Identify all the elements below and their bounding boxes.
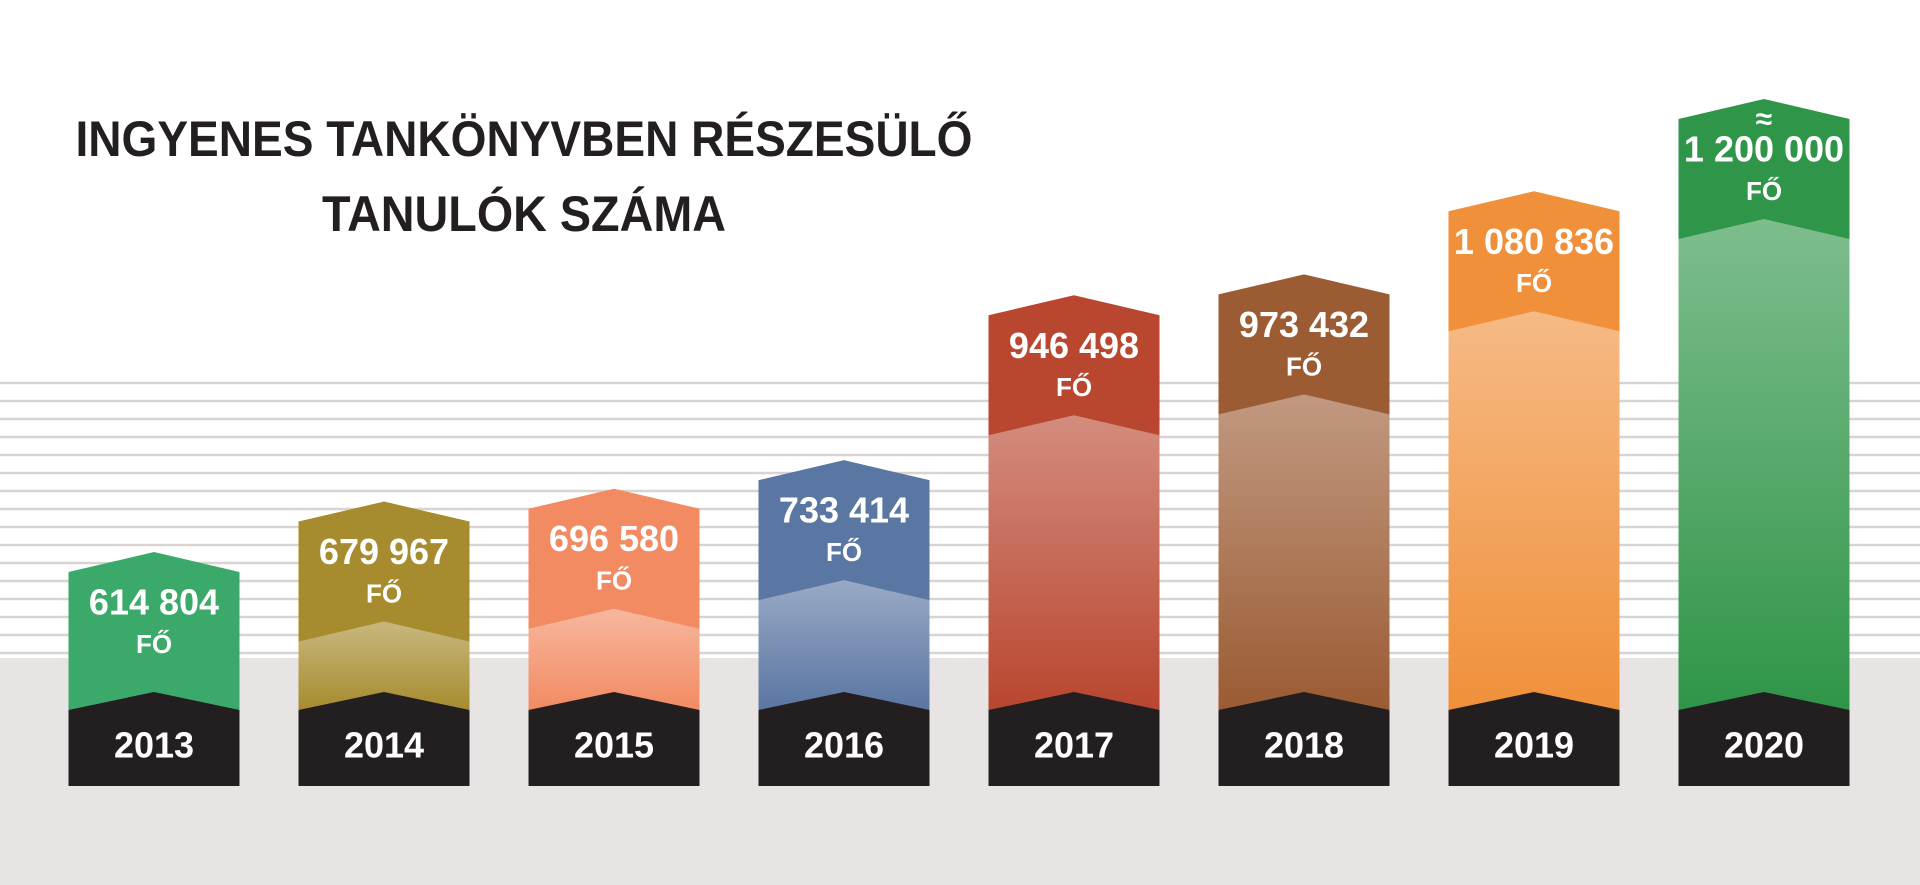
year-block	[758, 692, 930, 786]
value-label: 946 498	[1009, 325, 1139, 366]
value-label: 973 432	[1239, 304, 1369, 345]
unit-label: FŐ	[1286, 351, 1322, 381]
bar-shine	[988, 415, 1160, 710]
unit-label: FŐ	[1056, 372, 1092, 402]
year-block	[988, 692, 1160, 786]
value-label: 679 967	[319, 531, 449, 572]
bar-shine	[1678, 219, 1850, 710]
unit-label: FŐ	[136, 629, 172, 659]
bar-shine	[758, 580, 930, 710]
bar-shine	[1448, 311, 1620, 710]
bar-shine	[1218, 394, 1390, 710]
value-label: 614 804	[89, 582, 219, 623]
year-block	[298, 692, 470, 786]
year-block	[528, 692, 700, 786]
floor	[0, 658, 1920, 885]
unit-label: FŐ	[596, 566, 632, 596]
unit-label: FŐ	[1516, 268, 1552, 298]
x-tick-label: 2017	[1034, 725, 1114, 766]
value-label: 696 580	[549, 518, 679, 559]
x-tick-label: 2020	[1724, 725, 1804, 766]
x-tick-label: 2015	[574, 725, 654, 766]
value-label: 733 414	[779, 490, 909, 531]
value-label: 1 200 000	[1684, 129, 1844, 170]
bar-shine	[528, 608, 700, 710]
unit-label: FŐ	[826, 537, 862, 567]
chart-title: INGYENES TANKÖNYVBEN RÉSZESÜLŐ	[76, 111, 973, 167]
chart-title: TANULÓK SZÁMA	[322, 186, 726, 242]
year-block	[1218, 692, 1390, 786]
year-block	[1678, 692, 1850, 786]
value-label: 1 080 836	[1454, 221, 1614, 262]
bar-shine	[298, 621, 470, 710]
x-tick-label: 2019	[1494, 725, 1574, 766]
annotation: ≈	[1756, 103, 1772, 136]
x-tick-label: 2014	[344, 725, 424, 766]
year-block	[68, 692, 240, 786]
x-tick-label: 2016	[804, 725, 884, 766]
unit-label: FŐ	[366, 578, 402, 608]
unit-label: FŐ	[1746, 176, 1782, 206]
x-tick-label: 2018	[1264, 725, 1344, 766]
x-tick-label: 2013	[114, 725, 194, 766]
year-block	[1448, 692, 1620, 786]
